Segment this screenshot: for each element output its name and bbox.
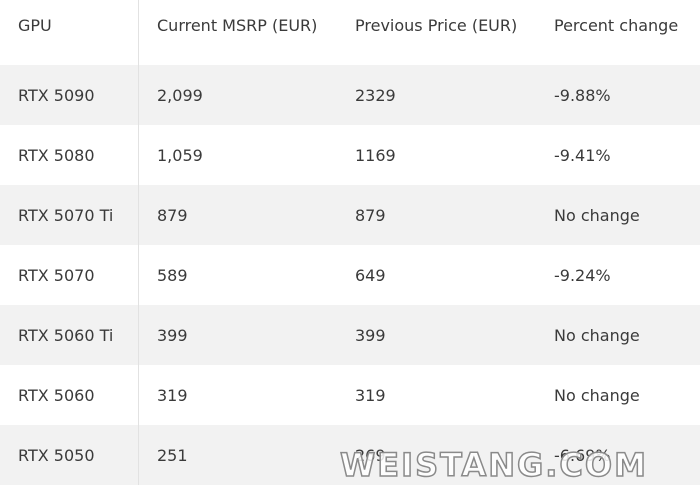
- table-row: RTX 5060 319 319 No change: [0, 365, 700, 425]
- table-cell: RTX 5070 Ti: [18, 205, 114, 225]
- watermark: WEISTANG.COM: [339, 445, 648, 485]
- table-cell: -9.88%: [554, 85, 611, 105]
- header-cell: Current MSRP (EUR): [157, 16, 318, 35]
- table-cell: 319: [355, 385, 386, 405]
- table-cell: RTX 5050: [18, 445, 95, 465]
- header-cell: Previous Price (EUR): [355, 16, 518, 35]
- table-cell: RTX 5060 Ti: [18, 325, 114, 345]
- table-row: RTX 5080 1,059 1169 -9.41%: [0, 125, 700, 185]
- table-cell: No change: [554, 385, 640, 405]
- table-cell: 1,059: [157, 145, 203, 165]
- table-cell: 399: [157, 325, 188, 345]
- table-cell: 2329: [355, 85, 396, 105]
- table-cell: 319: [157, 385, 188, 405]
- table-cell: 1169: [355, 145, 396, 165]
- table-cell: 879: [355, 205, 386, 225]
- table-cell: RTX 5090: [18, 85, 95, 105]
- table-cell: 251: [157, 445, 188, 465]
- header-cell: Percent change: [554, 16, 679, 35]
- table-cell: 399: [355, 325, 386, 345]
- column-divider: [138, 0, 139, 485]
- table-cell: 2,099: [157, 85, 203, 105]
- table-row: RTX 5060 Ti 399 399 No change: [0, 305, 700, 365]
- table-cell: -9.24%: [554, 265, 611, 285]
- table-cell: -6.69%: [554, 445, 611, 465]
- header-cell: GPU: [18, 16, 52, 35]
- table-row: RTX 5070 Ti 879 879 No change: [0, 185, 700, 245]
- table-cell: No change: [554, 325, 640, 345]
- header-row: GPU Current MSRP (EUR) Previous Price (EUR…: [0, 0, 700, 65]
- table-cell: RTX 5070: [18, 265, 95, 285]
- table-row: RTX 5090 2,099 2329 -9.88%: [0, 65, 700, 125]
- table-cell: 879: [157, 205, 188, 225]
- table-cell: 589: [157, 265, 188, 285]
- table-row: RTX 5070 589 649 -9.24%: [0, 245, 700, 305]
- table-row: RTX 5050 251 269 -6.69%: [0, 425, 700, 485]
- table-cell: -9.41%: [554, 145, 611, 165]
- table-cell: 649: [355, 265, 386, 285]
- table-cell: RTX 5080: [18, 145, 95, 165]
- table-cell: RTX 5060: [18, 385, 95, 405]
- table-cell: No change: [554, 205, 640, 225]
- table-cell: 269: [355, 445, 386, 465]
